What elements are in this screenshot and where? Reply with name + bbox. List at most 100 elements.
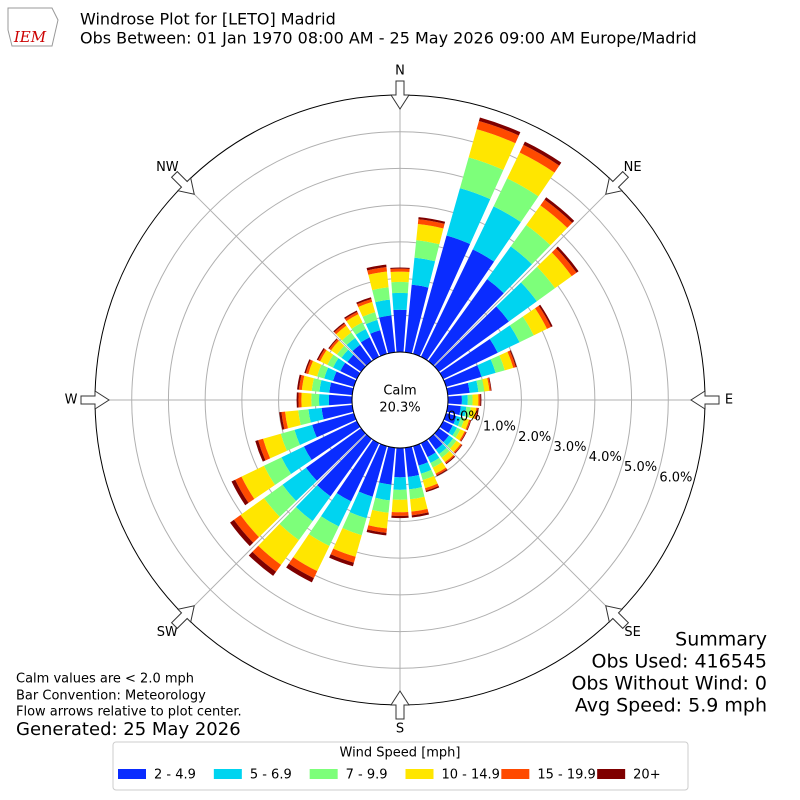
bar-segment bbox=[258, 438, 271, 461]
legend-label: 20+ bbox=[633, 768, 660, 783]
bar-segment bbox=[390, 267, 410, 270]
grid-ring bbox=[131, 131, 669, 669]
bar-segment bbox=[424, 483, 439, 491]
legend-box bbox=[112, 741, 689, 791]
bar-segment bbox=[321, 493, 351, 527]
bar-segment bbox=[468, 129, 516, 171]
bar-segment bbox=[255, 440, 266, 462]
bar-segment bbox=[418, 217, 446, 224]
bar-segment bbox=[296, 392, 299, 408]
bar-segment bbox=[420, 249, 495, 361]
flow-arrow bbox=[390, 690, 410, 720]
bar-segment bbox=[507, 152, 555, 197]
bar-segment bbox=[496, 282, 537, 322]
y-tick-label: 3.0% bbox=[553, 440, 586, 455]
bar-segment bbox=[311, 393, 320, 407]
direction-label: NW bbox=[156, 160, 179, 175]
bar-segment bbox=[459, 431, 467, 442]
summary: Obs Without Wind: 0 bbox=[571, 673, 767, 695]
bar-segment bbox=[391, 499, 409, 513]
bar-segment bbox=[368, 271, 389, 291]
note: Bar Convention: Meteorology bbox=[16, 689, 206, 704]
legend-label: 2 - 4.9 bbox=[154, 768, 196, 783]
bar-segment bbox=[467, 394, 473, 406]
bar-segment bbox=[407, 475, 423, 490]
bar-segment bbox=[457, 417, 465, 428]
summary: Obs Used: 416545 bbox=[592, 651, 767, 673]
bar-segment bbox=[344, 311, 359, 322]
bar-segment bbox=[430, 457, 443, 468]
bar-segment bbox=[293, 534, 330, 572]
bar-segment bbox=[329, 382, 354, 396]
spoke bbox=[183, 433, 367, 617]
bar-segment bbox=[362, 312, 378, 325]
spoke bbox=[433, 433, 617, 617]
bar-segment bbox=[304, 359, 311, 374]
direction-label: S bbox=[396, 722, 404, 737]
bar-segment bbox=[499, 351, 514, 371]
bar-segment bbox=[443, 435, 454, 446]
bar-segment bbox=[328, 338, 338, 349]
bar-segment bbox=[478, 394, 481, 406]
bar-segment bbox=[439, 447, 450, 458]
bar-segment bbox=[356, 299, 373, 307]
bar-segment bbox=[298, 392, 302, 408]
bar-segment bbox=[537, 252, 572, 289]
bar-segment bbox=[298, 375, 305, 391]
bar-segment bbox=[358, 443, 387, 497]
note: Calm values are < 2.0 mph bbox=[16, 672, 194, 687]
bar-segment bbox=[448, 425, 458, 436]
direction-label: SE bbox=[624, 625, 640, 640]
bar-segment bbox=[342, 512, 367, 536]
bar-segment bbox=[324, 367, 337, 382]
legend-swatch bbox=[118, 769, 146, 779]
bar-segment bbox=[286, 563, 314, 583]
bar-segment bbox=[336, 345, 349, 358]
bar-segment bbox=[418, 462, 432, 474]
y-tick-label: 5.0% bbox=[624, 460, 657, 475]
legend-label: 5 - 6.9 bbox=[250, 768, 292, 783]
bar-segment bbox=[507, 350, 516, 368]
bar-segment bbox=[556, 246, 579, 273]
bar-segment bbox=[460, 431, 467, 442]
bar-segment bbox=[308, 516, 339, 547]
direction-label: SW bbox=[157, 625, 178, 640]
bar-segment bbox=[294, 424, 317, 445]
bar-segment bbox=[305, 428, 366, 481]
bar-segment bbox=[446, 404, 461, 416]
bar-segment bbox=[477, 359, 496, 377]
bar-segment bbox=[446, 188, 491, 245]
bar-segment bbox=[355, 329, 370, 343]
y-tick-label: 2.0% bbox=[518, 430, 551, 445]
bar-segment bbox=[393, 309, 407, 353]
bar-segment bbox=[417, 219, 445, 229]
bar-segment bbox=[346, 314, 363, 329]
bar-segment bbox=[297, 374, 302, 390]
bar-segment bbox=[305, 359, 314, 375]
bar-segment bbox=[444, 454, 455, 464]
bar-segment bbox=[366, 529, 387, 536]
flow-arrow bbox=[170, 605, 195, 630]
bar-segment bbox=[522, 308, 548, 336]
bar-segment bbox=[285, 410, 301, 429]
direction-label: N bbox=[395, 64, 405, 79]
bar-segment bbox=[434, 306, 509, 372]
bar-segment bbox=[316, 348, 325, 361]
bar-segment bbox=[509, 350, 517, 368]
bar-segment bbox=[319, 380, 332, 393]
calm-circle bbox=[351, 351, 449, 449]
bar-segment bbox=[288, 557, 318, 579]
legend-swatch bbox=[597, 769, 626, 779]
bar-segment bbox=[404, 284, 429, 354]
bar-segment bbox=[432, 462, 446, 474]
y-tick-label: 4.0% bbox=[589, 450, 622, 465]
bar-segment bbox=[487, 246, 533, 294]
bar-segment bbox=[391, 281, 409, 294]
bar-segment bbox=[298, 409, 311, 426]
bar-segment bbox=[394, 447, 406, 478]
spoke bbox=[433, 183, 617, 367]
bar-segment bbox=[428, 279, 504, 366]
bar-segment bbox=[327, 354, 339, 368]
bar-segment bbox=[393, 477, 407, 490]
bar-segment bbox=[472, 206, 521, 262]
